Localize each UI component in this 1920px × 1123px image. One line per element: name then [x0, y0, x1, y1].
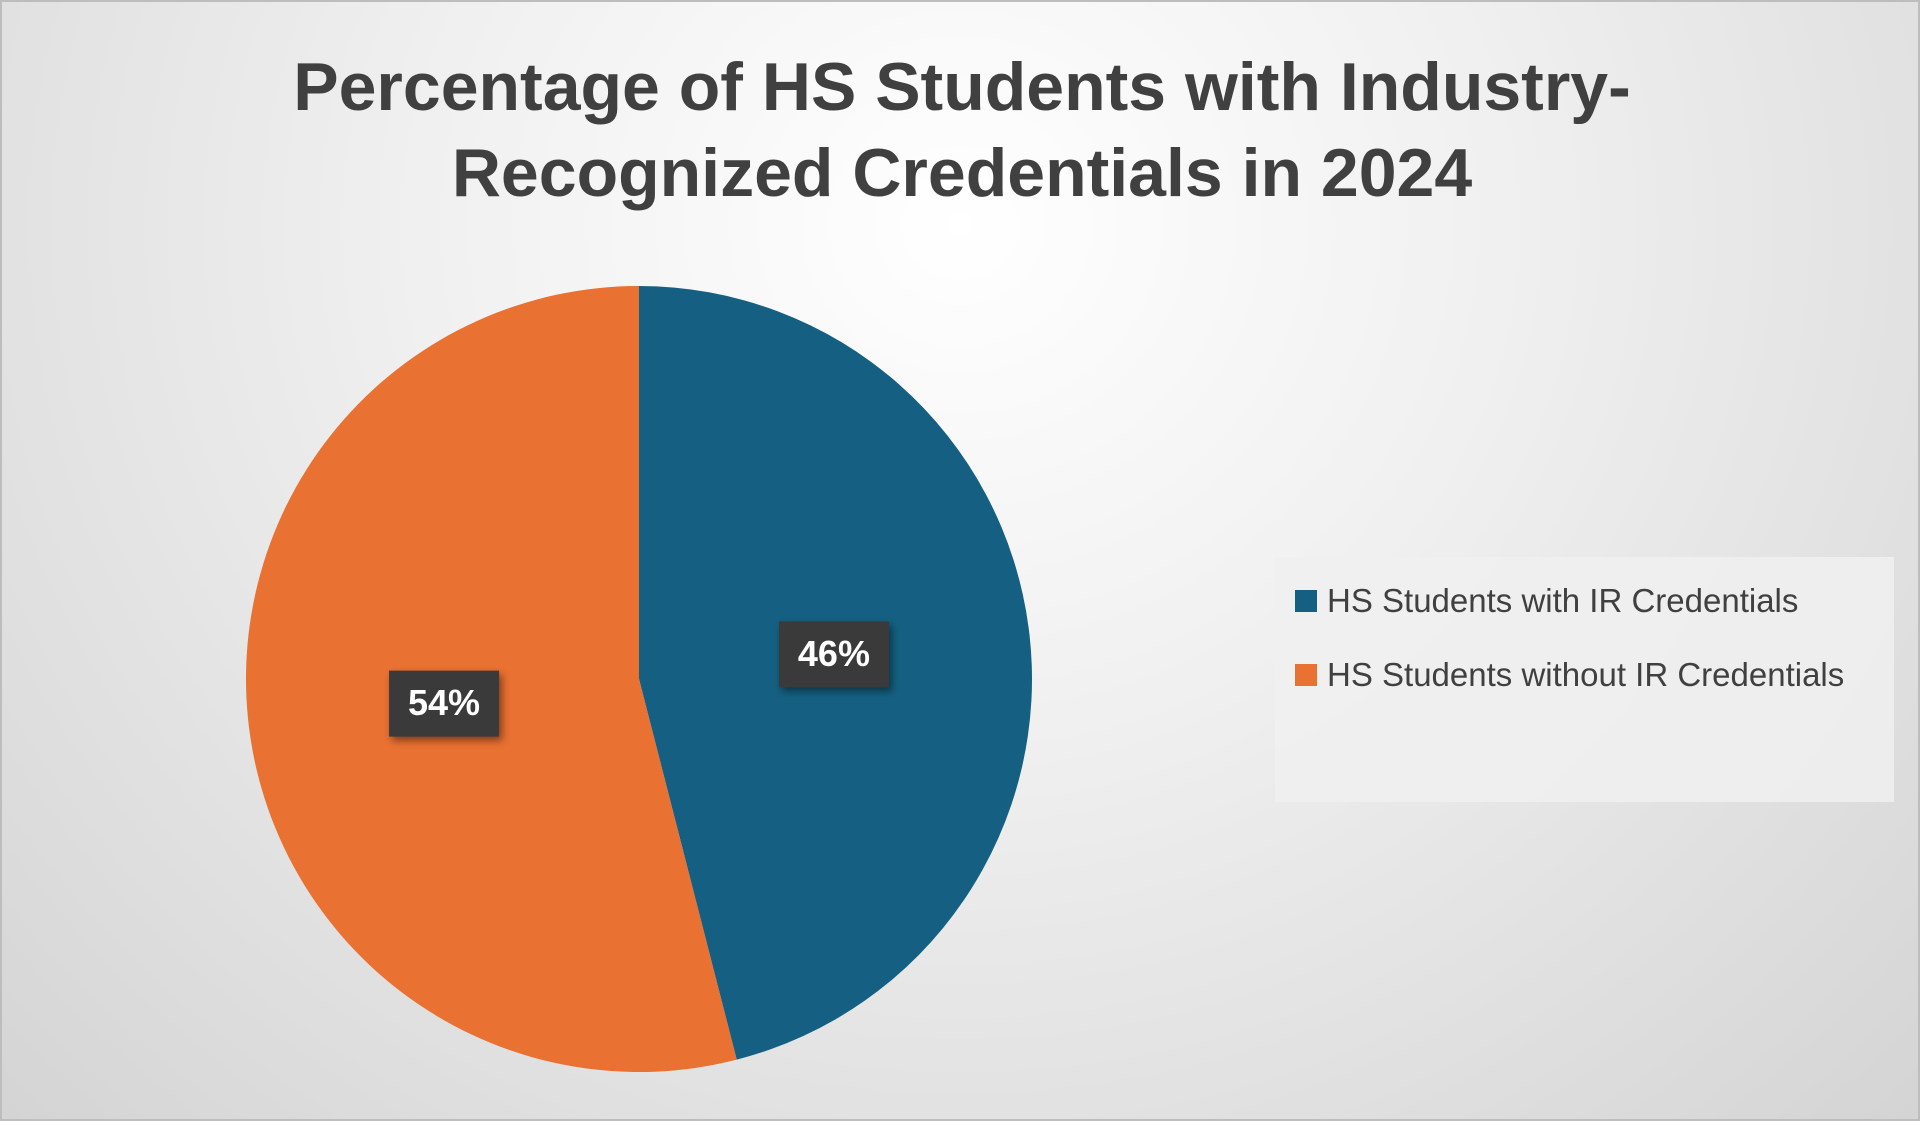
legend-swatch [1295, 590, 1317, 612]
legend-entry: HS Students with IR Credentials [1295, 577, 1874, 625]
legend-swatch [1295, 664, 1317, 686]
value-label-box [389, 670, 500, 737]
legend-label: HS Students with IR Credentials [1327, 582, 1799, 619]
chart-title: Percentage of HS Students with Industry-… [293, 49, 1631, 211]
value-label: 54% [408, 682, 480, 723]
legend: HS Students with IR Credentials HS Studen… [1275, 557, 1894, 802]
legend-entry: HS Students without IR Credentials [1295, 651, 1874, 699]
value-label: 46% [798, 633, 870, 674]
value-label-box [778, 621, 889, 688]
legend-label: HS Students without IR Credentials [1327, 656, 1845, 693]
